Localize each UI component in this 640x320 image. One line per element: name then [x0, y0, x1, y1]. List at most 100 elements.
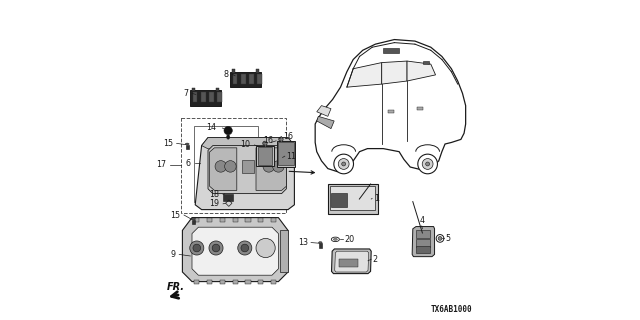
- Polygon shape: [335, 251, 369, 272]
- Circle shape: [438, 236, 442, 240]
- Text: 16: 16: [263, 136, 273, 145]
- Bar: [330, 186, 375, 210]
- Text: FR.: FR.: [167, 282, 185, 292]
- Circle shape: [189, 241, 204, 255]
- Text: 4: 4: [419, 216, 424, 225]
- Circle shape: [436, 235, 444, 242]
- Bar: [246, 218, 251, 222]
- Circle shape: [263, 141, 268, 146]
- Bar: [332, 193, 348, 207]
- Bar: [258, 147, 272, 165]
- Circle shape: [256, 238, 275, 258]
- Bar: [193, 92, 197, 102]
- Polygon shape: [317, 116, 334, 129]
- Bar: [328, 184, 378, 214]
- Polygon shape: [412, 227, 435, 257]
- Polygon shape: [192, 227, 278, 275]
- Circle shape: [334, 154, 353, 174]
- Polygon shape: [208, 146, 287, 194]
- Text: 6: 6: [186, 159, 191, 168]
- Bar: [233, 280, 238, 284]
- Circle shape: [260, 244, 268, 252]
- Bar: [242, 160, 254, 173]
- Bar: [416, 239, 431, 247]
- Bar: [186, 145, 189, 149]
- Text: 10: 10: [241, 140, 251, 149]
- Bar: [259, 218, 264, 222]
- Bar: [195, 280, 200, 284]
- Bar: [416, 246, 431, 253]
- Bar: [233, 74, 237, 84]
- Ellipse shape: [333, 238, 337, 240]
- Bar: [417, 108, 423, 110]
- Bar: [249, 74, 253, 84]
- Circle shape: [241, 244, 249, 252]
- Circle shape: [209, 241, 223, 255]
- Bar: [192, 220, 195, 224]
- Bar: [271, 280, 276, 284]
- Text: 16: 16: [283, 132, 293, 141]
- Bar: [277, 141, 296, 167]
- Bar: [220, 218, 225, 222]
- Text: 9: 9: [170, 250, 175, 259]
- Bar: [217, 92, 222, 102]
- Bar: [246, 280, 251, 284]
- Polygon shape: [407, 61, 436, 81]
- Text: 20: 20: [344, 235, 355, 244]
- Polygon shape: [210, 148, 237, 190]
- Bar: [416, 230, 431, 238]
- Bar: [192, 88, 195, 91]
- Text: TX6AB1000: TX6AB1000: [430, 305, 472, 314]
- Text: 11: 11: [285, 152, 296, 161]
- Text: 5: 5: [445, 234, 451, 243]
- Ellipse shape: [192, 218, 196, 220]
- Bar: [232, 69, 235, 73]
- Ellipse shape: [186, 143, 189, 145]
- Bar: [193, 126, 258, 202]
- Text: 17: 17: [156, 160, 166, 169]
- Ellipse shape: [319, 242, 322, 244]
- Text: 19: 19: [209, 199, 219, 208]
- Polygon shape: [317, 106, 331, 116]
- Circle shape: [342, 162, 346, 166]
- Circle shape: [279, 137, 284, 141]
- Polygon shape: [332, 249, 371, 274]
- Bar: [181, 118, 287, 213]
- Polygon shape: [315, 40, 466, 172]
- Circle shape: [257, 241, 271, 255]
- Ellipse shape: [227, 135, 230, 139]
- Bar: [280, 230, 288, 272]
- Circle shape: [273, 161, 284, 172]
- Bar: [195, 218, 200, 222]
- Bar: [256, 146, 274, 166]
- Bar: [209, 92, 214, 102]
- Bar: [216, 88, 219, 91]
- Circle shape: [212, 244, 220, 252]
- Bar: [191, 90, 221, 106]
- Text: 15: 15: [170, 211, 180, 220]
- Circle shape: [225, 161, 236, 172]
- Bar: [223, 194, 233, 201]
- Bar: [241, 74, 246, 84]
- Circle shape: [426, 162, 429, 166]
- Polygon shape: [182, 218, 288, 282]
- Bar: [207, 280, 212, 284]
- Bar: [423, 61, 429, 64]
- Circle shape: [237, 241, 252, 255]
- Polygon shape: [256, 148, 287, 190]
- Bar: [201, 92, 205, 102]
- Bar: [388, 110, 394, 113]
- Polygon shape: [195, 138, 294, 210]
- Bar: [319, 243, 322, 248]
- Circle shape: [224, 126, 232, 135]
- Bar: [271, 218, 276, 222]
- Bar: [256, 69, 259, 73]
- Bar: [259, 280, 264, 284]
- Bar: [257, 74, 262, 84]
- Text: 8: 8: [223, 70, 228, 79]
- Text: 15: 15: [163, 139, 173, 148]
- Circle shape: [418, 154, 438, 174]
- Text: 13: 13: [298, 238, 308, 247]
- Polygon shape: [202, 138, 294, 149]
- Circle shape: [263, 161, 275, 172]
